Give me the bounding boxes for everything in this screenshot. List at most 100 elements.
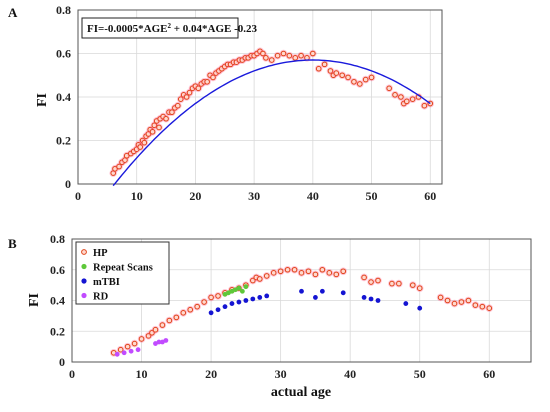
hp-point [210, 74, 216, 81]
legend-label-hp: HP [93, 248, 108, 259]
legend-label-rd: RD [93, 292, 109, 303]
hp-point [284, 266, 291, 273]
hp-point [319, 266, 326, 273]
hp-point [137, 144, 144, 150]
hp-point [159, 322, 166, 328]
hp-point [141, 139, 148, 146]
rd-point [135, 347, 141, 353]
fit-equation: FI=-0.0005*AGE2 + 0.04*AGE -0.23 [87, 22, 258, 35]
mtbi-point [250, 296, 256, 302]
hp-point [421, 102, 428, 109]
hp-point [368, 74, 375, 81]
x-tick-label: 60 [483, 367, 495, 381]
hp-point [458, 299, 465, 305]
panel-a-fit-curve [112, 59, 431, 187]
hp-point [131, 340, 138, 347]
hp-point [339, 72, 345, 79]
repeat-scans-point [239, 288, 245, 294]
fit-equation-rest: + 0.04*AGE -0.23 [171, 23, 258, 35]
rd-point [128, 348, 134, 354]
hp-point [149, 329, 155, 336]
hp-point [321, 61, 328, 68]
mtbi-point [417, 305, 423, 311]
fit-equation-exponent: 2 [168, 22, 172, 30]
rd-point [114, 351, 120, 357]
hp-point [268, 57, 275, 63]
hp-point [116, 163, 122, 170]
hp-point [149, 129, 156, 135]
mtbi-point [215, 307, 221, 313]
hp-point [156, 124, 162, 131]
y-tick-label: 0.8 [56, 3, 71, 17]
hp-point [386, 85, 392, 92]
hp-point [124, 343, 131, 350]
hp-point [345, 74, 351, 81]
legend-marker-repeat-scans [81, 263, 87, 270]
hp-point [291, 266, 298, 273]
hp-point [112, 165, 118, 172]
legend-marker-mtbi [81, 278, 87, 284]
panel-a-letter: A [8, 5, 18, 20]
x-tick-label: 40 [307, 189, 319, 203]
hp-point [163, 115, 169, 122]
panel-b-letter: B [8, 236, 17, 251]
hp-point [215, 293, 221, 299]
hp-point [256, 276, 263, 282]
repeat-scans-point [236, 285, 242, 291]
hp-point [396, 280, 402, 287]
legend-label-mtbi: mTBI [93, 277, 120, 288]
hp-point [298, 270, 305, 276]
hp-point [398, 94, 404, 100]
mtbi-point [361, 295, 367, 300]
y-tick-label: 0.2 [56, 134, 71, 148]
mtbi-point [264, 293, 270, 299]
hp-point [305, 268, 312, 275]
panel-a-data-points [109, 47, 435, 177]
x-tick-label: 0 [69, 367, 75, 381]
x-tick-label: 20 [205, 367, 217, 381]
hp-point [263, 55, 269, 61]
x-tick-label: 60 [424, 189, 436, 203]
hp-point [479, 303, 486, 310]
hp-point [333, 70, 340, 76]
hp-point [340, 268, 347, 275]
hp-point [416, 285, 423, 292]
panel-a-y-axis-label: FI [35, 93, 50, 107]
mtbi-point [257, 295, 263, 300]
mtbi-point [236, 299, 242, 305]
rd-point [156, 339, 162, 345]
hp-point [351, 78, 357, 85]
hp-point [117, 346, 124, 353]
hp-point [486, 305, 493, 311]
hp-point [151, 122, 158, 129]
legend-marker-hp [81, 249, 87, 255]
fit-equation-main: FI=-0.0005*AGE [87, 23, 168, 35]
hp-point [375, 277, 381, 284]
mtbi-point [319, 288, 325, 294]
x-tick-label: 50 [366, 189, 378, 203]
mtbi-point [375, 298, 381, 303]
mtbi-point [299, 288, 304, 294]
hp-point [326, 270, 333, 276]
hp-point [472, 302, 479, 308]
legend-label-repeat-scans: Repeat Scans [93, 263, 153, 274]
hp-point [123, 152, 130, 159]
hp-point [180, 310, 187, 316]
x-tick-label: 10 [131, 189, 143, 203]
hp-point [361, 274, 367, 281]
x-tick-label: 10 [136, 367, 148, 381]
panel-b-x-tick-labels: 0 10 20 30 40 50 60 [69, 367, 495, 381]
hp-point [187, 306, 194, 313]
mtbi-point [340, 290, 346, 296]
hp-point [208, 294, 214, 301]
mtbi-point [208, 310, 214, 316]
mtbi-point [243, 298, 249, 303]
mtbi-point [403, 301, 409, 306]
hp-point [465, 297, 472, 304]
hp-point [312, 271, 319, 278]
mtbi-point [229, 301, 235, 306]
hp-point [138, 336, 145, 342]
hp-point [270, 270, 277, 276]
hp-point [183, 94, 190, 100]
hp-point [327, 68, 334, 74]
